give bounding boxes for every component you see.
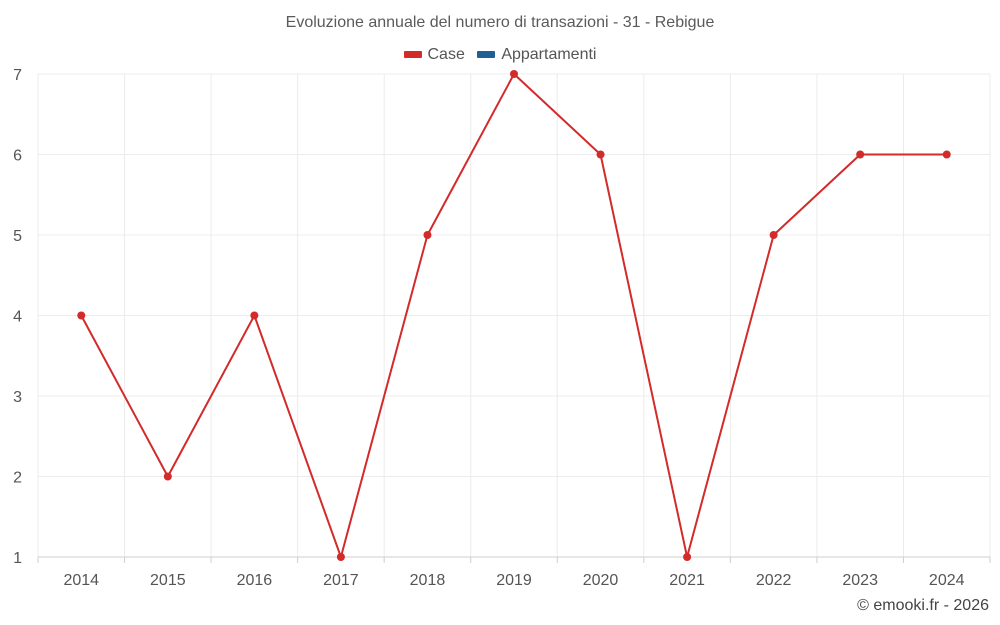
legend-item-case[interactable]: Case [403, 45, 465, 64]
x-tick-label: 2017 [323, 572, 359, 589]
x-tick-label: 2019 [496, 572, 532, 589]
data-point [942, 150, 951, 159]
x-tick-label: 2015 [150, 572, 186, 589]
data-point [769, 231, 778, 239]
legend-label-appartamenti: Appartamenti [501, 45, 597, 63]
data-point [596, 150, 605, 159]
y-tick-label: 3 [13, 389, 22, 406]
data-point [683, 553, 692, 561]
data-point [336, 553, 345, 561]
chart-title: Evoluzione annuale del numero di transaz… [285, 14, 715, 31]
legend-item-appartamenti[interactable]: Appartamenti [477, 46, 596, 64]
y-tick-label: 6 [13, 148, 22, 165]
y-tick-label: 4 [13, 309, 22, 326]
x-tick-label: 2020 [583, 572, 619, 589]
legend-label-case: Case [427, 45, 465, 63]
data-point [250, 311, 259, 320]
data-point [510, 70, 518, 78]
x-tick-label: 2024 [929, 572, 965, 589]
legend-swatch-appartamenti [477, 51, 496, 58]
x-tick-label: 2023 [842, 572, 878, 589]
credit-text: © emooki.fr - 2026 [857, 597, 989, 614]
data-point [77, 311, 86, 320]
x-tick-label: 2021 [669, 572, 705, 589]
x-tick-label: 2014 [63, 572, 99, 589]
x-tick-label: 2018 [410, 572, 446, 589]
chart-legend: Case Appartamenti [0, 45, 1000, 64]
data-point [423, 231, 432, 239]
y-tick-label: 7 [13, 67, 22, 84]
x-tick-label: 2022 [756, 572, 792, 589]
data-point [856, 150, 865, 159]
x-tick-label: 2016 [237, 572, 273, 589]
y-tick-label: 5 [13, 228, 22, 245]
y-tick-label: 1 [13, 550, 22, 567]
legend-swatch-case [403, 51, 422, 58]
y-tick-label: 2 [13, 470, 22, 487]
data-point [163, 472, 172, 481]
